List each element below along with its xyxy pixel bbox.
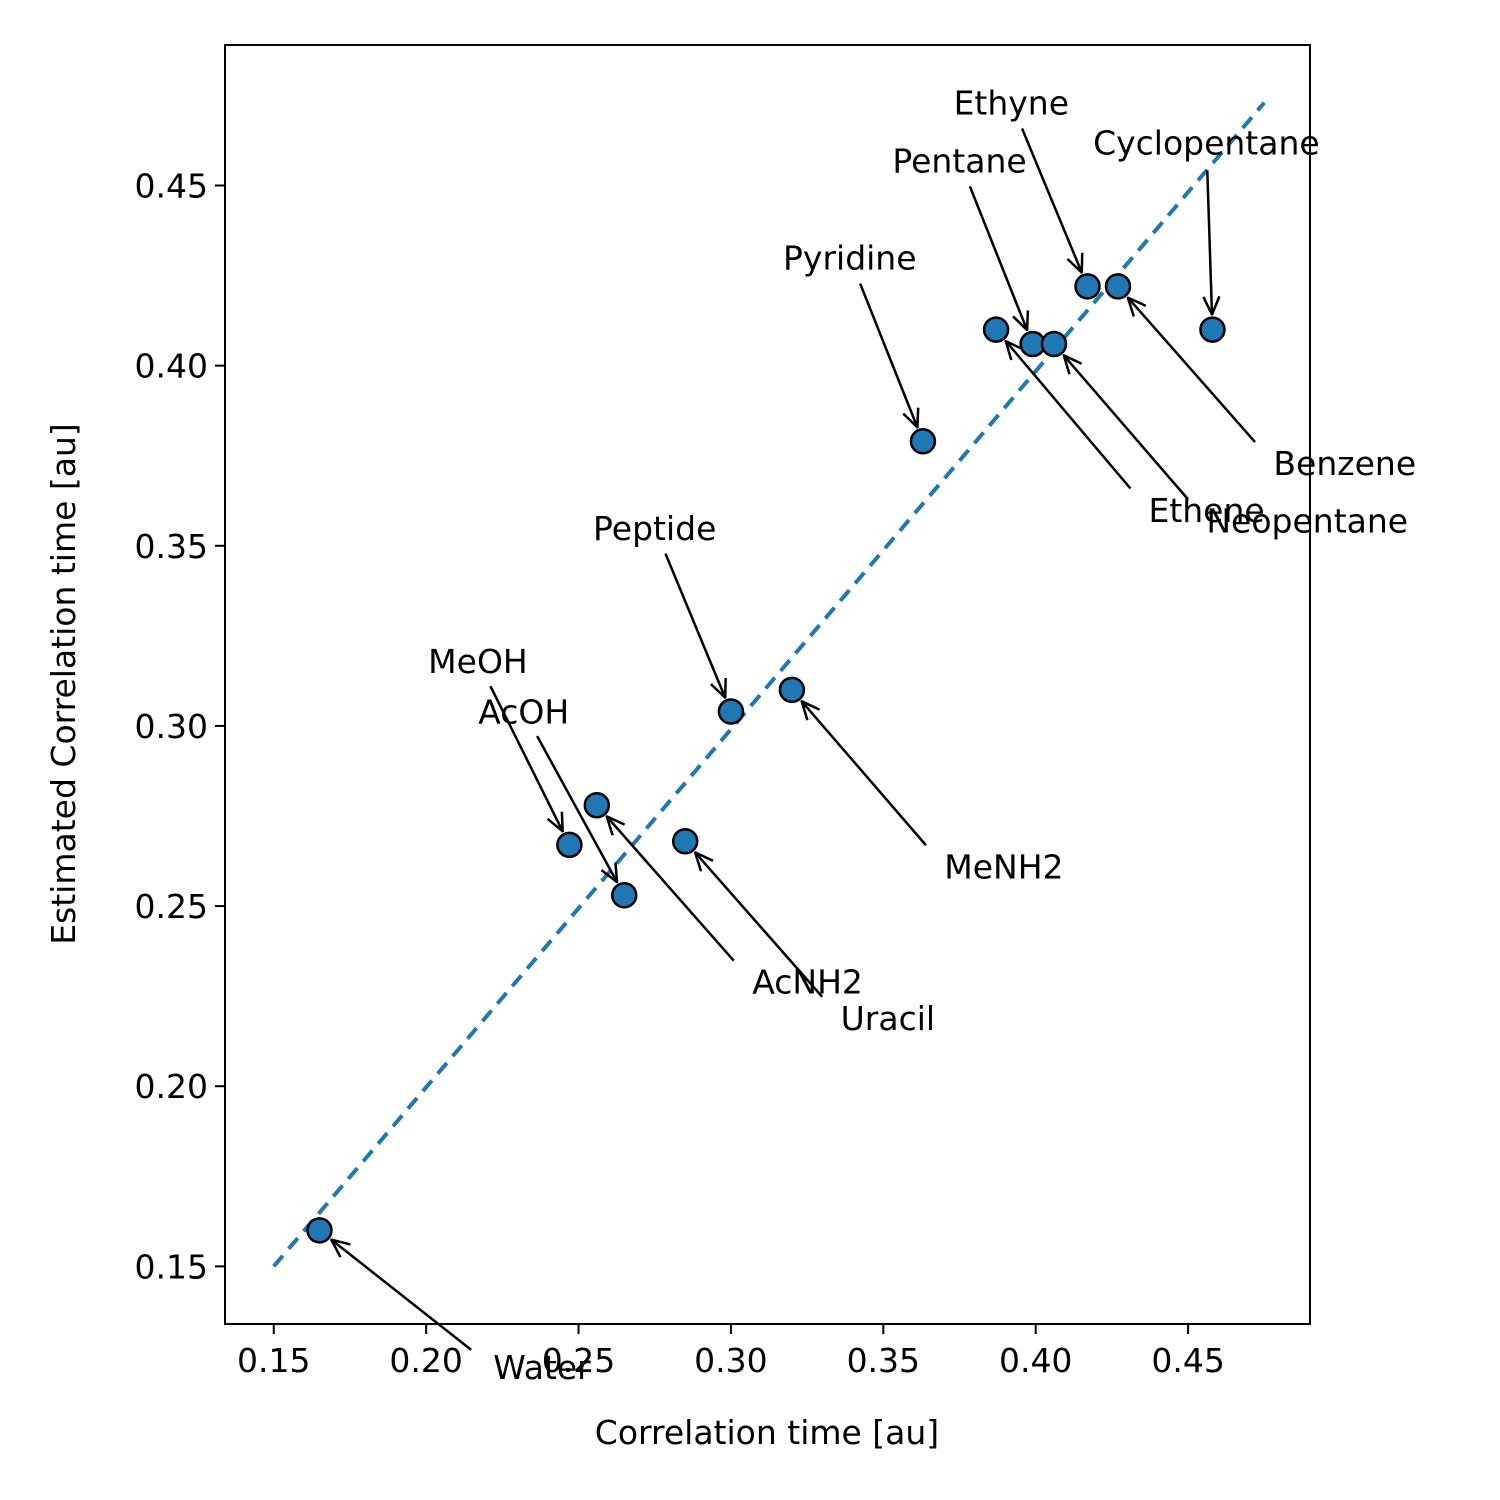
y-tick-label: 0.25 bbox=[135, 887, 208, 926]
reference-line bbox=[272, 101, 1266, 1268]
y-tick-label: 0.35 bbox=[135, 527, 208, 566]
annotation-arrow-acoh bbox=[536, 735, 617, 882]
point-label-acoh: AcOH bbox=[478, 693, 569, 732]
point-label-pyridine: Pyridine bbox=[783, 239, 917, 278]
x-tick-label: 0.15 bbox=[237, 1341, 310, 1380]
y-tick-label: 0.40 bbox=[135, 347, 208, 386]
annotation-arrow-acnh2 bbox=[607, 816, 735, 962]
y-tick-label: 0.45 bbox=[135, 167, 208, 206]
point-label-ethyne: Ethyne bbox=[954, 84, 1069, 123]
point-label-benzene: Benzene bbox=[1273, 444, 1416, 483]
reference-line-layer bbox=[272, 101, 1266, 1268]
point-label-meoh: MeOH bbox=[428, 642, 528, 681]
x-tick-label: 0.30 bbox=[694, 1341, 767, 1380]
data-point-ethyne bbox=[1074, 273, 1101, 300]
x-axis-label: Correlation time [au] bbox=[595, 1413, 939, 1452]
data-point-uracil bbox=[671, 827, 699, 855]
x-axis-ticks: 0.15 0.20 0.25 0.30 0.35 0.40 0.45 bbox=[237, 1324, 1225, 1380]
point-label-cyclopentane: Cyclopentane bbox=[1093, 123, 1320, 162]
data-point-water bbox=[306, 1217, 333, 1244]
plot-frame bbox=[224, 44, 1311, 1325]
x-tick-label: 0.25 bbox=[542, 1341, 615, 1380]
y-axis-ticks: 0.15 0.20 0.25 0.30 0.35 0.40 0.45 bbox=[135, 167, 225, 1286]
point-label-pentane: Pentane bbox=[892, 141, 1026, 180]
point-label-water: Water bbox=[493, 1348, 591, 1387]
data-point-pyridine bbox=[909, 428, 937, 455]
annotation-arrow-meoh bbox=[489, 685, 562, 831]
y-axis-label: Estimated Correlation time [au] bbox=[44, 423, 83, 945]
annotation-arrow-menh2 bbox=[802, 701, 927, 847]
y-tick-label: 0.20 bbox=[135, 1067, 208, 1106]
data-point-acnh2 bbox=[583, 791, 611, 819]
annotation-arrow-pyridine bbox=[858, 283, 917, 428]
data-point-menh2 bbox=[778, 676, 806, 704]
point-label-acnh2: AcNH2 bbox=[752, 963, 863, 1002]
annotation-arrow-peptide bbox=[664, 553, 725, 698]
point-label-uracil: Uracil bbox=[841, 999, 935, 1038]
x-tick-label: 0.20 bbox=[389, 1341, 462, 1380]
annotation-arrow-cyclopentane bbox=[1207, 170, 1212, 314]
data-point-benzene bbox=[1104, 273, 1132, 300]
data-point-cyclopentane bbox=[1199, 316, 1226, 343]
x-tick-label: 0.45 bbox=[1151, 1341, 1224, 1380]
annotation-arrow-uracil bbox=[695, 852, 824, 998]
point-label-ethene: Ethene bbox=[1148, 491, 1264, 530]
point-label-neopentane: Neopentane bbox=[1206, 502, 1408, 541]
data-point-ethene bbox=[982, 316, 1010, 343]
annotation-arrow-benzene bbox=[1128, 298, 1256, 443]
data-point-peptide bbox=[717, 698, 745, 725]
point-label-menh2: MeNH2 bbox=[944, 847, 1063, 886]
annotation-arrow-water bbox=[331, 1240, 472, 1351]
data-point-meoh bbox=[556, 831, 583, 859]
annotation-arrow-neopentane bbox=[1064, 355, 1190, 501]
data-point-acoh bbox=[611, 882, 638, 909]
x-tick-label: 0.35 bbox=[847, 1341, 920, 1380]
y-tick-label: 0.15 bbox=[135, 1247, 208, 1286]
y-tick-label: 0.30 bbox=[135, 707, 208, 746]
data-point-layer bbox=[306, 273, 1226, 1244]
annotation-arrow-layer bbox=[331, 128, 1256, 1351]
data-point-neopentane bbox=[1040, 330, 1068, 358]
annotation-arrow-ethyne bbox=[1020, 128, 1082, 273]
x-tick-label: 0.40 bbox=[999, 1341, 1072, 1380]
annotation-arrow-pentane bbox=[968, 185, 1027, 330]
point-label-peptide: Peptide bbox=[593, 509, 716, 548]
annotation-arrow-ethene bbox=[1006, 341, 1132, 490]
